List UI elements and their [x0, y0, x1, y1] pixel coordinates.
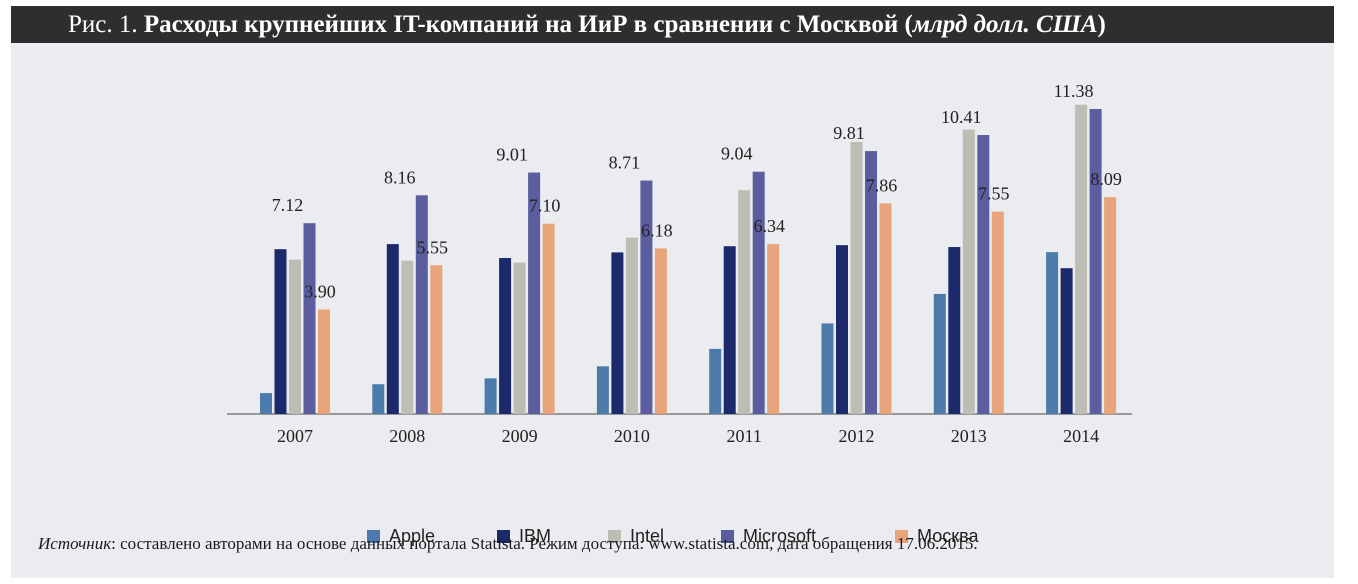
data-label-2010-3: 8.71 [609, 153, 641, 173]
data-label-2009-4: 7.10 [529, 196, 561, 216]
x-tick-label-2009: 2009 [502, 426, 538, 446]
legend-item-apple: Apple [367, 525, 435, 547]
source-note: Источник: составлено авторами на основе … [38, 534, 978, 554]
x-tick-label-2013: 2013 [951, 426, 987, 446]
data-label-2010-4: 6.18 [641, 220, 673, 240]
bar-2012-2 [850, 141, 863, 414]
legend-label-ibm: IBM [519, 525, 552, 546]
bar-2013-4 [991, 211, 1004, 414]
data-label-2013-3: 10.41 [941, 107, 982, 127]
bar-2009-2 [513, 262, 526, 414]
source-label: Источник [38, 534, 112, 553]
x-tick-label-2010: 2010 [614, 426, 650, 446]
bar-2011-1 [723, 246, 736, 414]
bar-2007-3 [303, 223, 316, 414]
bar-2013-3 [977, 135, 990, 414]
bar-2010-0 [596, 366, 609, 414]
figure-title-main: Расходы крупнейших IT-компаний на ИиР в … [143, 11, 913, 38]
legend-item-ibm: IBM [497, 525, 551, 547]
bar-2011-3 [752, 171, 765, 414]
bar-2008-4 [430, 265, 443, 414]
bar-2014-3 [1089, 109, 1102, 415]
figure-title-bar: Рис. 1. Расходы крупнейших IT-компаний н… [11, 6, 1334, 43]
bar-chart: 7.12 3.90 2007 8.16 5.55 2008 9.01 7.10 2009 8.71… [227, 81, 1132, 446]
bar-2008-3 [415, 195, 428, 414]
bar-2010-3 [640, 180, 653, 414]
bar-2012-4 [879, 203, 892, 414]
data-label-2013-4: 7.55 [978, 184, 1010, 204]
bar-2010-2 [625, 237, 638, 414]
figure-title-close: ) [1097, 11, 1106, 38]
legend-label-microsoft: Microsoft [743, 525, 817, 546]
legend-label-intel: Intel [630, 525, 665, 546]
legend-swatch-apple [367, 529, 380, 543]
bar-2014-1 [1060, 268, 1073, 414]
data-label-2012-4: 7.86 [866, 175, 898, 195]
figure-title-units: млрд долл. США [912, 11, 1098, 38]
figure-label: Рис. 1. [68, 11, 138, 38]
bar-2009-3 [528, 172, 541, 414]
bar-2008-2 [401, 260, 414, 414]
chart-panel: 7.12 3.90 2007 8.16 5.55 2008 9.01 7.10 2009 8.71… [11, 43, 1334, 578]
data-label-2007-4: 3.90 [304, 281, 336, 301]
x-tick-label-2008: 2008 [389, 426, 425, 446]
data-label-2011-4: 6.34 [753, 216, 785, 236]
figure-title: Рис. 1. Расходы крупнейших IT-компаний н… [68, 6, 1106, 43]
bar-2008-0 [372, 384, 385, 414]
bar-2010-1 [611, 252, 624, 414]
legend-item-microsoft: Microsoft [721, 525, 816, 547]
legend-item-moscow: Москва [895, 525, 978, 547]
data-label-2008-4: 5.55 [417, 237, 449, 257]
x-tick-label-2012: 2012 [839, 426, 875, 446]
legend-swatch-intel [608, 529, 621, 543]
legend-swatch-moscow [895, 529, 908, 543]
bar-2012-1 [836, 245, 848, 414]
legend-swatch-ibm [497, 529, 510, 543]
bar-2014-4 [1104, 197, 1117, 414]
bar-2011-0 [709, 348, 722, 414]
bar-2013-1 [948, 247, 961, 414]
bar-2011-4 [767, 244, 780, 414]
bar-2013-0 [933, 293, 946, 414]
bar-2008-1 [386, 244, 399, 414]
bar-2009-0 [484, 378, 497, 414]
bar-2007-4 [318, 309, 330, 414]
bar-2009-1 [499, 258, 512, 414]
x-tick-label-2007: 2007 [277, 426, 313, 446]
bar-2012-3 [865, 151, 877, 414]
legend-label-apple: Apple [389, 525, 436, 546]
data-label-2009-3: 9.01 [496, 145, 528, 165]
x-tick-label-2011: 2011 [727, 426, 762, 446]
bar-2013-2 [962, 129, 975, 414]
x-tick-label-2014: 2014 [1063, 426, 1099, 446]
data-label-2014-4: 8.09 [1090, 169, 1122, 189]
data-label-2007-3: 7.12 [272, 195, 304, 215]
bar-2014-2 [1075, 104, 1088, 414]
bar-2014-0 [1046, 252, 1059, 414]
bar-2007-0 [260, 393, 272, 414]
data-label-2012-3: 9.81 [833, 123, 865, 143]
bar-2012-0 [821, 323, 834, 414]
legend-label-moscow: Москва [917, 525, 979, 546]
data-label-2008-3: 8.16 [384, 167, 416, 187]
source-text: : составлено авторами на основе данных п… [111, 534, 978, 553]
bar-2007-1 [274, 249, 287, 414]
legend-item-intel: Intel [608, 525, 664, 547]
data-label-2014-3: 11.38 [1054, 81, 1094, 101]
legend-swatch-microsoft [721, 529, 734, 543]
bar-2011-2 [738, 190, 751, 414]
bar-2009-4 [542, 223, 555, 414]
bar-2007-2 [289, 259, 301, 414]
bar-2010-4 [654, 248, 667, 414]
data-label-2011-3: 9.04 [721, 144, 753, 164]
